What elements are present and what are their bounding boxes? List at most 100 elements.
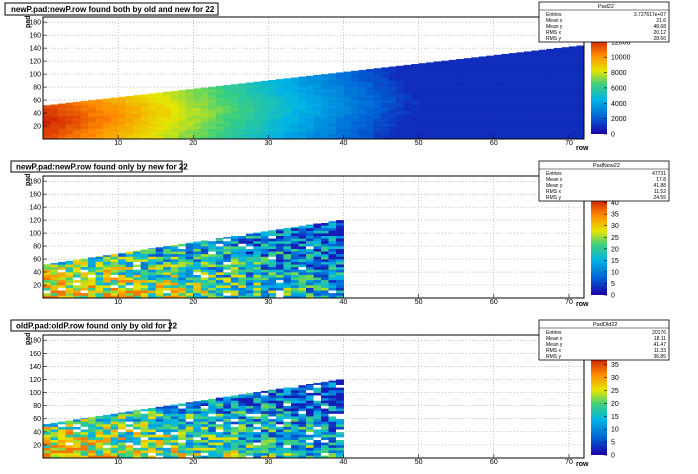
heat-cell (290, 405, 299, 409)
heat-cell (148, 105, 157, 109)
heat-cell (95, 290, 104, 294)
heat-cell (313, 238, 322, 242)
heat-cell (238, 431, 247, 435)
heat-cell (290, 403, 299, 406)
heat-cell (238, 120, 247, 124)
heat-cell (366, 79, 375, 83)
heat-cell (230, 110, 239, 114)
heat-cell (193, 120, 202, 124)
heat-cell (576, 105, 585, 109)
heat-cell (508, 107, 517, 111)
heat-cell (283, 444, 292, 448)
heat-cell (200, 429, 209, 433)
heat-cell (238, 408, 247, 412)
heat-cell (110, 126, 119, 129)
panel-3-ylabel: pad (25, 333, 32, 345)
heat-cell (418, 74, 427, 78)
heat-cell (178, 403, 187, 406)
heat-cell (260, 292, 269, 296)
heat-cell (200, 107, 209, 111)
heat-cell (245, 447, 254, 451)
heat-cell (298, 233, 307, 237)
heat-cell (336, 400, 344, 404)
heat-cell (170, 405, 179, 409)
heat-cell (275, 450, 284, 454)
heat-cell (148, 113, 157, 116)
heat-cell (50, 110, 59, 114)
heat-cell (148, 264, 157, 268)
heat-cell (260, 405, 269, 409)
heat-cell (238, 444, 247, 448)
heat-cell (501, 84, 510, 88)
heat-cell (223, 131, 232, 135)
heat-cell (95, 282, 104, 286)
heat-cell (118, 126, 127, 129)
heat-cell (268, 102, 277, 106)
heat-cell (260, 266, 269, 270)
heat-cell (298, 437, 307, 440)
heat-cell (283, 290, 292, 294)
heat-cell (178, 410, 187, 414)
heat-cell (245, 120, 254, 124)
heat-cell (103, 423, 112, 427)
heat-cell (336, 269, 344, 273)
heat-cell (275, 408, 284, 412)
heat-cell (561, 120, 570, 124)
heat-cell (283, 392, 292, 396)
heat-cell (245, 253, 254, 257)
heat-cell (351, 89, 359, 93)
heat-cell (441, 131, 450, 135)
heat-cell (163, 264, 172, 268)
heat-cell (538, 110, 547, 114)
heat-cell (148, 131, 157, 135)
heat-cell (185, 431, 194, 435)
heat-cell (298, 84, 307, 88)
panel-1-color-scale (591, 38, 607, 134)
heat-cell (313, 290, 322, 294)
heat-cell (163, 437, 172, 440)
heat-cell (313, 269, 322, 273)
heat-cell (148, 102, 157, 106)
heat-cell (185, 452, 194, 456)
heat-cell (463, 58, 472, 62)
heat-cell (493, 63, 502, 67)
heat-cell (290, 386, 299, 388)
heat-cell (223, 444, 232, 448)
heat-cell (110, 444, 119, 448)
y-tick-label: 180 (29, 338, 41, 345)
y-tick-label: 80 (33, 85, 41, 92)
heat-cell (268, 274, 277, 278)
heat-cell (313, 94, 322, 98)
z-tick-label: 10 (611, 427, 619, 434)
heat-cell (313, 264, 322, 268)
heat-cell (471, 57, 480, 59)
x-tick-label: 30 (265, 299, 273, 306)
heat-cell (321, 240, 329, 244)
heat-cell (478, 92, 487, 96)
heat-cell (396, 89, 405, 93)
heat-cell (223, 256, 232, 260)
heat-cell (531, 76, 540, 80)
heat-cell (163, 418, 172, 422)
heat-cell (125, 431, 134, 435)
heat-cell (170, 105, 179, 109)
heat-cell (140, 261, 149, 265)
heat-cell (448, 84, 457, 88)
heat-cell (448, 126, 457, 129)
heat-cell (553, 102, 562, 106)
panel-3-stats-name: PadOld22 (593, 322, 617, 328)
heat-cell (576, 84, 585, 88)
heat-cell (321, 107, 329, 111)
heat-cell (178, 452, 187, 456)
heat-cell (283, 238, 292, 242)
heat-cell (275, 110, 284, 114)
heat-cell (223, 439, 232, 443)
heat-cell (516, 87, 525, 90)
heat-cell (298, 413, 307, 417)
heat-cell (215, 408, 224, 412)
heat-cell (50, 450, 59, 454)
heat-cell (148, 100, 157, 103)
heat-cell (50, 269, 59, 273)
heat-cell (290, 392, 299, 396)
heat-cell (313, 92, 322, 96)
